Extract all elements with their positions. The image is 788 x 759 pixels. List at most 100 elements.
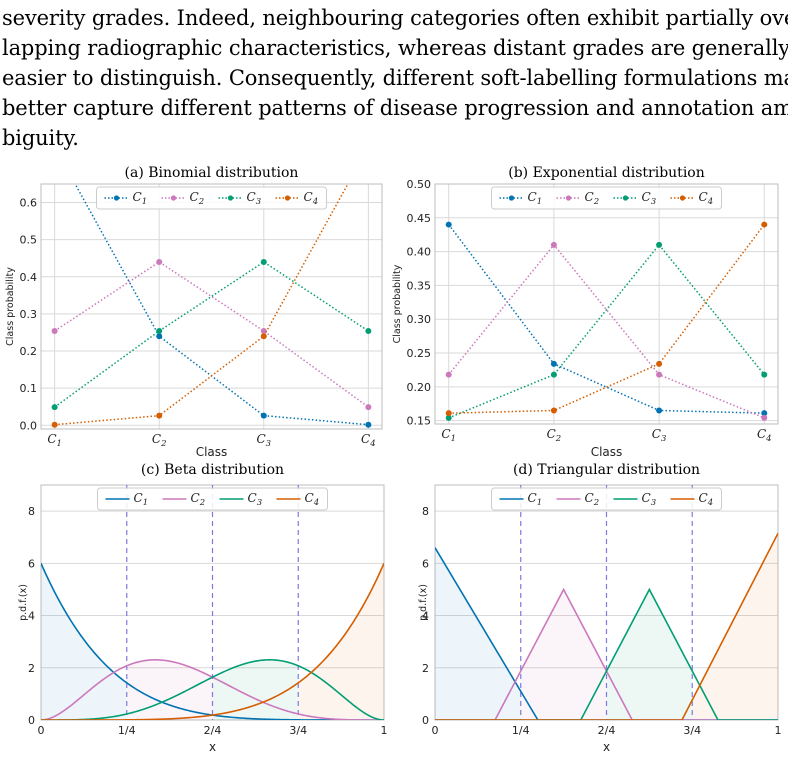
text-line: better capture different patterns of dis… <box>2 96 788 120</box>
legend-marker-c1 <box>113 195 120 201</box>
series-group <box>445 221 768 421</box>
y-tick-label: 2 <box>422 662 429 675</box>
y-tick-label: 0.0 <box>20 419 38 432</box>
text-line: biguity. <box>2 126 79 150</box>
point-c2 <box>365 404 372 411</box>
point-c2 <box>260 328 267 334</box>
chart-title: (a) Binomial distribution <box>125 165 299 181</box>
point-c3 <box>51 404 58 411</box>
point-c2 <box>761 414 768 421</box>
text-line: easier to distinguish. Consequently, dif… <box>2 66 788 90</box>
x-tick-label: C1 <box>47 432 62 449</box>
point-c3 <box>445 414 452 421</box>
legend-box <box>491 487 722 511</box>
chart-3: 0 2 4 6 8 0 1/4 2/4 3/4 1 C1 C2 C3 C4 (d) Triangular d… <box>418 462 782 754</box>
curve-c4 <box>435 532 778 720</box>
curve-c1 <box>435 547 778 720</box>
x-axis-label: Class <box>591 445 623 459</box>
y-tick-label: 6 <box>28 557 35 570</box>
x-tick-label: 2/4 <box>204 724 222 737</box>
x-tick-label: C4 <box>361 432 376 449</box>
series-group <box>41 485 384 720</box>
legend-label-c3: C3 <box>247 190 262 207</box>
y-tick-label: 0 <box>422 714 429 727</box>
text-line: severity grades. Indeed, neighbouring ca… <box>2 6 788 30</box>
point-c4 <box>761 221 768 228</box>
series-line-c4 <box>54 184 349 426</box>
chart-2: 0 2 4 6 8 0 1/4 2/4 3/4 1 C1 C2 C3 C4 (c) Beta distrib… <box>18 462 388 754</box>
y-tick-label: 0.20 <box>407 381 432 394</box>
y-tick-label: 8 <box>422 505 429 518</box>
area-fill-c2 <box>520 589 607 720</box>
y-tick-label: 0.30 <box>407 313 432 326</box>
area-fill-c1 <box>41 563 127 720</box>
area-fill-c2 <box>126 659 213 720</box>
point-c3 <box>260 258 267 265</box>
x-tick-label: 0 <box>432 724 439 737</box>
point-c4 <box>365 144 371 150</box>
point-c3 <box>761 371 768 378</box>
y-axis-label: Class probability <box>5 267 16 346</box>
plot-frame <box>40 183 383 430</box>
legend-marker-c4 <box>284 195 291 201</box>
legend-label-c3: C3 <box>642 491 657 508</box>
y-tick-label: 0.4 <box>20 271 38 284</box>
x-tick-label: 1/4 <box>118 724 136 737</box>
x-tick-label: C4 <box>757 427 772 444</box>
y-tick-label: 2 <box>28 662 35 675</box>
area-fill-c3 <box>212 659 299 720</box>
legend-marker-c3 <box>227 195 234 201</box>
area-fill-c1 <box>435 547 521 720</box>
point-c2 <box>156 258 163 265</box>
chart-title: (c) Beta distribution <box>141 462 284 478</box>
point-c1 <box>761 410 768 417</box>
series-line-c2 <box>54 261 369 408</box>
x-axis-label: x <box>603 740 610 754</box>
legend-label-c2: C2 <box>190 190 205 207</box>
point-c1 <box>52 144 58 150</box>
point-c3 <box>365 328 372 334</box>
area-fill-c3 <box>606 589 693 720</box>
legend-label-c1: C1 <box>133 190 148 207</box>
chart-title: (b) Exponential distribution <box>508 165 705 181</box>
area-fill-c4 <box>692 533 778 720</box>
x-tick-label: 1 <box>381 724 388 737</box>
series-group <box>51 144 372 428</box>
y-tick-label: 8 <box>28 505 35 518</box>
legend-label-c2: C2 <box>585 491 600 508</box>
legend-label-c4: C4 <box>304 190 319 207</box>
legend-marker-c2 <box>170 195 177 201</box>
point-c2 <box>445 371 452 378</box>
y-tick-label: 0.45 <box>407 212 432 225</box>
y-axis-label: p.d.f.(x) <box>418 584 429 621</box>
legend-box <box>491 186 722 210</box>
text-line: lapping radiographic characteristics, wh… <box>2 36 788 60</box>
legend-marker-c3 <box>622 195 629 201</box>
y-tick-label: 0.5 <box>20 234 38 247</box>
point-c1 <box>656 407 663 414</box>
point-c4 <box>550 407 557 414</box>
curve-c3 <box>435 587 778 720</box>
curve-c2 <box>435 587 778 720</box>
point-c1 <box>445 221 452 228</box>
y-axis-label: Class probability <box>392 264 403 343</box>
x-axis-label: Class <box>196 445 228 459</box>
y-tick-label: 0.1 <box>20 382 38 395</box>
legend-label-c2: C2 <box>191 491 206 508</box>
x-tick-label: 1/4 <box>512 724 530 737</box>
point-c2 <box>550 241 557 248</box>
legend-label-c2: C2 <box>585 190 600 207</box>
legend-box <box>96 186 327 210</box>
x-tick-label: 1 <box>775 724 782 737</box>
y-tick-label: 0.15 <box>407 415 432 428</box>
legend-label-c3: C3 <box>248 491 263 508</box>
curve-c3 <box>41 659 384 720</box>
x-axis-label: x <box>209 740 216 754</box>
curve-c4 <box>41 563 384 720</box>
y-tick-label: 0.2 <box>20 345 38 358</box>
y-tick-label: 4 <box>422 610 429 623</box>
legend-label-c1: C1 <box>528 190 543 207</box>
point-c4 <box>656 360 663 367</box>
point-c1 <box>550 360 557 367</box>
